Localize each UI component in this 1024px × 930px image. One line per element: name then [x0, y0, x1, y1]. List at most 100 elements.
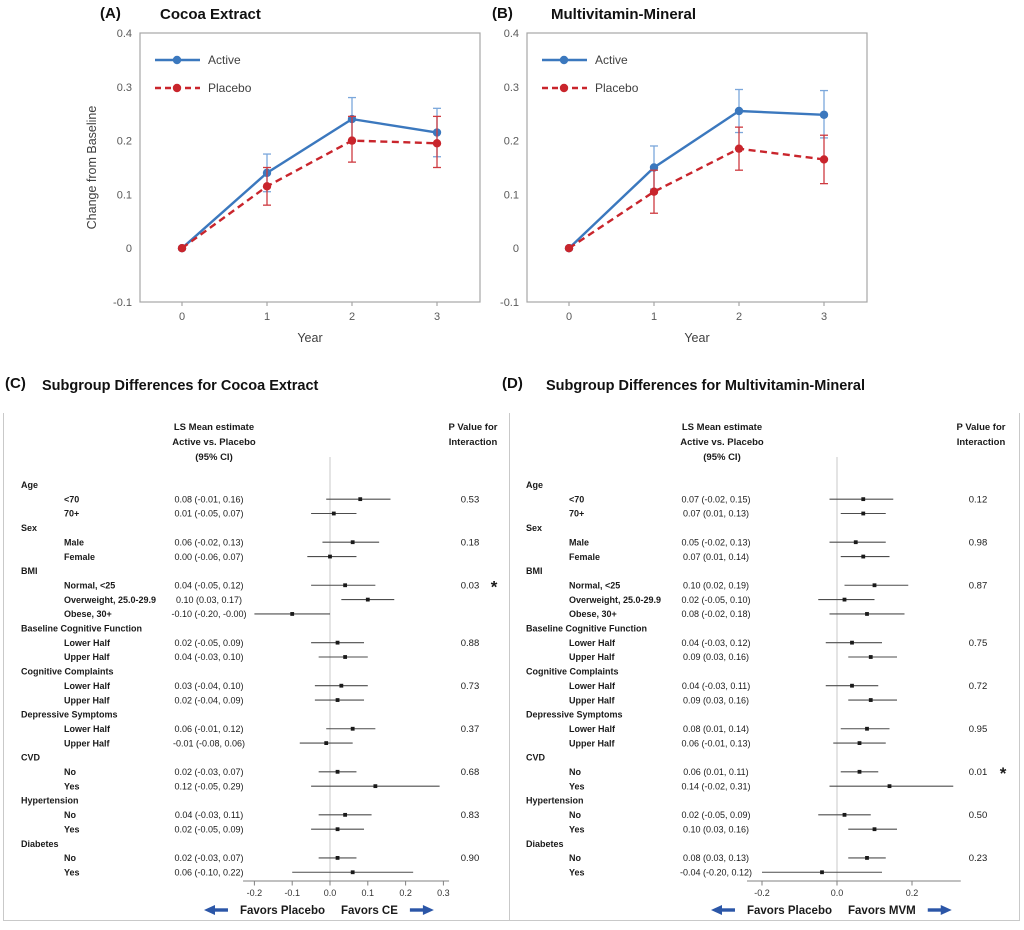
svg-text:0.04 (-0.03, 0.10): 0.04 (-0.03, 0.10)	[174, 652, 243, 662]
svg-text:Lower Half: Lower Half	[64, 681, 111, 691]
svg-text:0.06 (-0.10, 0.22): 0.06 (-0.10, 0.22)	[174, 867, 243, 877]
svg-text:LS Mean estimate: LS Mean estimate	[682, 422, 762, 433]
svg-text:BMI: BMI	[526, 566, 543, 576]
svg-text:0.04 (-0.03, 0.11): 0.04 (-0.03, 0.11)	[175, 810, 243, 820]
forest-group-sex: Sex Male 0.05 (-0.02, 0.13) 0.98 Female 0.07 …	[526, 523, 987, 562]
svg-text:0.08 (-0.02, 0.18): 0.08 (-0.02, 0.18)	[681, 609, 750, 619]
svg-text:0.73: 0.73	[461, 681, 480, 692]
svg-text:Cognitive Complaints: Cognitive Complaints	[21, 667, 114, 677]
svg-text:Sex: Sex	[21, 523, 37, 533]
forest-group-diabetes: Diabetes No 0.08 (0.03, 0.13) 0.23 Yes -0.04 …	[526, 839, 987, 878]
svg-text:0.01: 0.01	[969, 767, 988, 778]
line-chart-svg: 0.4 0.3 0.2 0.1 0 -0.1 0 1 2 3 Year Change from Bas…	[85, 28, 481, 345]
svg-text:No: No	[64, 767, 76, 777]
svg-text:0.10 (0.03, 0.17): 0.10 (0.03, 0.17)	[176, 595, 242, 605]
svg-text:3: 3	[434, 311, 440, 323]
svg-text:0.04 (-0.03, 0.11): 0.04 (-0.03, 0.11)	[682, 681, 750, 691]
forest-group-age: Age <70 0.07 (-0.02, 0.15) 0.12 70+ 0.07 (0.0…	[526, 480, 987, 519]
forest-group-baseline-cognitive-function: Baseline Cognitive Function Lower Half 0.0…	[526, 624, 987, 663]
svg-text:0.88: 0.88	[461, 638, 480, 649]
svg-text:0.3: 0.3	[504, 82, 519, 94]
svg-text:0: 0	[179, 311, 185, 323]
svg-text:Overweight, 25.0-29.9: Overweight, 25.0-29.9	[569, 595, 661, 605]
panel-c-label: (C)	[5, 375, 26, 392]
svg-text:Active vs. Placebo: Active vs. Placebo	[172, 437, 256, 448]
svg-text:0.87: 0.87	[969, 580, 988, 591]
svg-text:Change from Baseline: Change from Baseline	[85, 106, 99, 230]
svg-text:1: 1	[651, 311, 657, 323]
svg-text:Upper Half: Upper Half	[569, 652, 616, 662]
forest-plot-cocoa: LS Mean estimate Active vs. Placebo (95% C…	[3, 413, 510, 921]
svg-text:P Value for: P Value for	[957, 422, 1006, 433]
svg-text:0.07 (0.01, 0.13): 0.07 (0.01, 0.13)	[683, 509, 749, 519]
svg-text:Baseline Cognitive Function: Baseline Cognitive Function	[526, 624, 647, 634]
line-chart-mvm: 0.4 0.3 0.2 0.1 0 -0.1 0 1 2 3 Year Active Placebo	[467, 0, 877, 350]
svg-text:0.90: 0.90	[461, 853, 480, 864]
series-active	[564, 88, 829, 253]
svg-text:Active: Active	[208, 53, 241, 67]
svg-text:Depressive Symptoms: Depressive Symptoms	[21, 710, 118, 720]
svg-text:-0.01 (-0.08, 0.06): -0.01 (-0.08, 0.06)	[173, 738, 245, 748]
svg-text:-0.1: -0.1	[284, 888, 300, 898]
svg-text:Placebo: Placebo	[595, 81, 639, 95]
svg-text:0.3: 0.3	[117, 82, 132, 94]
svg-text:Age: Age	[526, 480, 543, 490]
svg-text:0.09 (0.03, 0.16): 0.09 (0.03, 0.16)	[683, 695, 749, 705]
svg-text:-0.10 (-0.20, -0.00): -0.10 (-0.20, -0.00)	[171, 609, 246, 619]
svg-text:0.08 (0.01, 0.14): 0.08 (0.01, 0.14)	[683, 724, 749, 734]
svg-text:0.04 (-0.03, 0.12): 0.04 (-0.03, 0.12)	[681, 638, 750, 648]
svg-text:Sex: Sex	[526, 523, 542, 533]
svg-text:No: No	[64, 853, 76, 863]
panel-b-label: (B)	[492, 5, 513, 22]
svg-text:-0.2: -0.2	[247, 888, 263, 898]
forest-group-age: Age <70 0.08 (-0.01, 0.16) 0.53 70+ 0.01 (-0.…	[21, 480, 479, 519]
forest-group-depressive-symptoms: Depressive Symptoms Lower Half 0.06 (-0.01…	[21, 710, 479, 749]
svg-text:CVD: CVD	[526, 753, 546, 763]
svg-text:0.09 (0.03, 0.16): 0.09 (0.03, 0.16)	[683, 652, 749, 662]
svg-text:0.95: 0.95	[969, 724, 988, 735]
svg-text:Upper Half: Upper Half	[569, 695, 616, 705]
svg-text:Cognitive Complaints: Cognitive Complaints	[526, 667, 619, 677]
svg-text:Interaction: Interaction	[957, 437, 1006, 448]
svg-text:Diabetes: Diabetes	[526, 839, 564, 849]
svg-text:Normal, <25: Normal, <25	[569, 580, 620, 590]
svg-text:(95% CI): (95% CI)	[703, 452, 740, 463]
panel-b-title: Multivitamin-Mineral	[551, 6, 697, 23]
svg-text:70+: 70+	[64, 509, 79, 519]
svg-text:Female: Female	[64, 552, 95, 562]
svg-text:Year: Year	[684, 331, 709, 345]
svg-text:Hypertension: Hypertension	[526, 796, 584, 806]
svg-text:0.1: 0.1	[117, 189, 132, 201]
svg-text:LS Mean estimate: LS Mean estimate	[174, 422, 254, 433]
svg-text:0.12 (-0.05, 0.29): 0.12 (-0.05, 0.29)	[174, 781, 243, 791]
svg-text:0.06 (-0.01, 0.13): 0.06 (-0.01, 0.13)	[681, 738, 750, 748]
svg-text:0.07 (-0.02, 0.15): 0.07 (-0.02, 0.15)	[681, 494, 750, 504]
svg-text:0.02 (-0.05, 0.09): 0.02 (-0.05, 0.09)	[174, 638, 243, 648]
svg-text:(95% CI): (95% CI)	[195, 452, 232, 463]
svg-text:0.12: 0.12	[969, 494, 988, 505]
svg-text:0.02 (-0.05, 0.10): 0.02 (-0.05, 0.10)	[681, 595, 750, 605]
svg-text:0.06 (-0.02, 0.13): 0.06 (-0.02, 0.13)	[174, 537, 243, 547]
svg-text:BMI: BMI	[21, 566, 38, 576]
svg-text:0: 0	[126, 243, 132, 255]
forest-plots-section: (C) Subgroup Differences for Cocoa Extra…	[0, 370, 1024, 930]
svg-text:No: No	[569, 810, 581, 820]
svg-text:0.1: 0.1	[362, 888, 375, 898]
plot-frame	[526, 32, 868, 303]
svg-text:Upper Half: Upper Half	[569, 738, 616, 748]
svg-text:Yes: Yes	[569, 867, 585, 877]
svg-text:No: No	[64, 810, 76, 820]
forest-group-sex: Sex Male 0.06 (-0.02, 0.13) 0.18 Female 0.00 …	[21, 523, 479, 562]
svg-text:0.03 (-0.04, 0.10): 0.03 (-0.04, 0.10)	[174, 681, 243, 691]
svg-text:Yes: Yes	[64, 824, 80, 834]
svg-text:Depressive Symptoms: Depressive Symptoms	[526, 710, 623, 720]
plot-frame	[139, 32, 481, 303]
svg-text:0.00 (-0.06, 0.07): 0.00 (-0.06, 0.07)	[174, 552, 243, 562]
svg-text:Favors MVM: Favors MVM	[848, 905, 916, 917]
svg-text:Lower Half: Lower Half	[64, 724, 111, 734]
svg-text:0.03: 0.03	[461, 580, 480, 591]
forest-group-bmi: BMI Normal, <25 0.04 (-0.05, 0.12) 0.03 * Ove…	[21, 566, 498, 619]
panel-d-title: Subgroup Differences for Multivitamin-Mi…	[546, 378, 866, 394]
panel-d-label: (D)	[502, 375, 523, 392]
svg-text:Favors CE: Favors CE	[341, 905, 398, 917]
